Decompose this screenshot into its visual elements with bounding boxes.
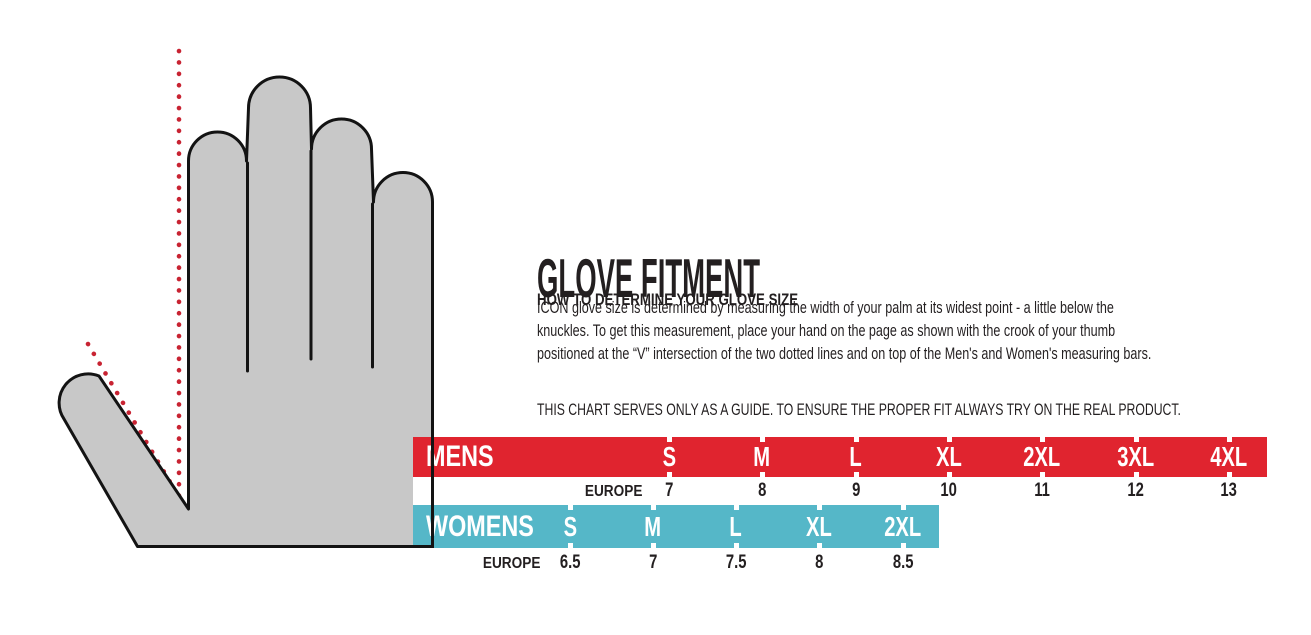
womens-europe-row: EUROPE 6.5 7 7.5 8 8.5 (413, 552, 939, 574)
mens-europe-8: 8 (757, 480, 767, 501)
womens-europe-8-5: 8.5 (892, 552, 914, 573)
disclaimer-text: THIS CHART SERVES ONLY AS A GUIDE. TO EN… (537, 400, 1181, 419)
mens-size-xl: XL (936, 441, 962, 472)
tick-mark (650, 502, 656, 510)
mens-size-bar: MENS S M L XL 2XL 3XL 4XL (413, 434, 1267, 480)
mens-size-s: S (662, 441, 676, 472)
tick-mark (816, 502, 822, 510)
tick-mark (946, 472, 952, 480)
womens-size-xl: XL (806, 510, 832, 542)
instructions-text: ICON glove size is determined by measuri… (537, 296, 1151, 365)
tick-mark (666, 472, 672, 480)
womens-europe-7: 7 (648, 552, 658, 573)
hand-edge-overlay-horizontal (411, 545, 433, 548)
mens-size-m: M (753, 441, 771, 472)
tick-mark (853, 434, 859, 442)
womens-europe-8: 8 (814, 552, 824, 573)
tick-mark (759, 434, 765, 442)
tick-mark (1133, 472, 1139, 480)
mens-europe-9: 9 (851, 480, 861, 501)
mens-europe-12: 12 (1127, 480, 1145, 501)
tick-mark (1226, 434, 1232, 442)
mens-europe-11: 11 (1034, 480, 1050, 501)
tick-mark (666, 434, 672, 442)
tick-mark (759, 472, 765, 480)
tick-mark (1039, 434, 1045, 442)
tick-mark (853, 472, 859, 480)
womens-europe-label: EUROPE (482, 555, 540, 572)
tick-mark (733, 543, 739, 551)
mens-europe-label: EUROPE (584, 483, 642, 500)
tick-mark (946, 434, 952, 442)
hand-edge-overlay-vertical (431, 437, 434, 548)
womens-europe-7-5: 7.5 (725, 552, 747, 573)
womens-europe-6-5: 6.5 (559, 552, 581, 573)
page-title: GLOVE FITMENT (537, 246, 761, 309)
mens-size-3xl: 3XL (1117, 441, 1155, 472)
tick-mark (1226, 472, 1232, 480)
mens-bar-label: MENS (426, 440, 494, 473)
mens-europe-7: 7 (664, 480, 674, 501)
mens-size-l: L (849, 441, 863, 472)
instructions-line-3: positioned at the “V” intersection of th… (537, 344, 1152, 363)
tick-mark (567, 543, 573, 551)
tick-mark (1039, 472, 1045, 480)
womens-size-2xl: 2XL (884, 510, 922, 542)
tick-mark (733, 502, 739, 510)
tick-mark (567, 502, 573, 510)
tick-mark (816, 543, 822, 551)
mens-europe-10: 10 (940, 480, 958, 501)
womens-bar-label: WOMENS (426, 509, 534, 543)
womens-size-bar: WOMENS S M L XL 2XL (413, 502, 939, 551)
instructions-line-2: knuckles. To get this measurement, place… (537, 321, 1116, 340)
hand-silhouette (57, 75, 434, 548)
mens-size-2xl: 2XL (1023, 441, 1061, 472)
mens-europe-row: EUROPE 7 8 9 10 11 12 13 (413, 480, 1267, 502)
tick-mark (650, 543, 656, 551)
instructions-line-1: ICON glove size is determined by measuri… (537, 298, 1114, 317)
mens-europe-13: 13 (1220, 480, 1238, 501)
tick-mark (900, 543, 906, 551)
womens-size-l: L (729, 510, 743, 542)
tick-mark (900, 502, 906, 510)
womens-size-m: M (644, 510, 662, 542)
section-subtitle: HOW TO DETERMINE YOUR GLOVE SIZE (537, 290, 799, 310)
mens-size-4xl: 4XL (1210, 441, 1248, 472)
tick-mark (1133, 434, 1139, 442)
womens-size-s: S (563, 510, 577, 542)
